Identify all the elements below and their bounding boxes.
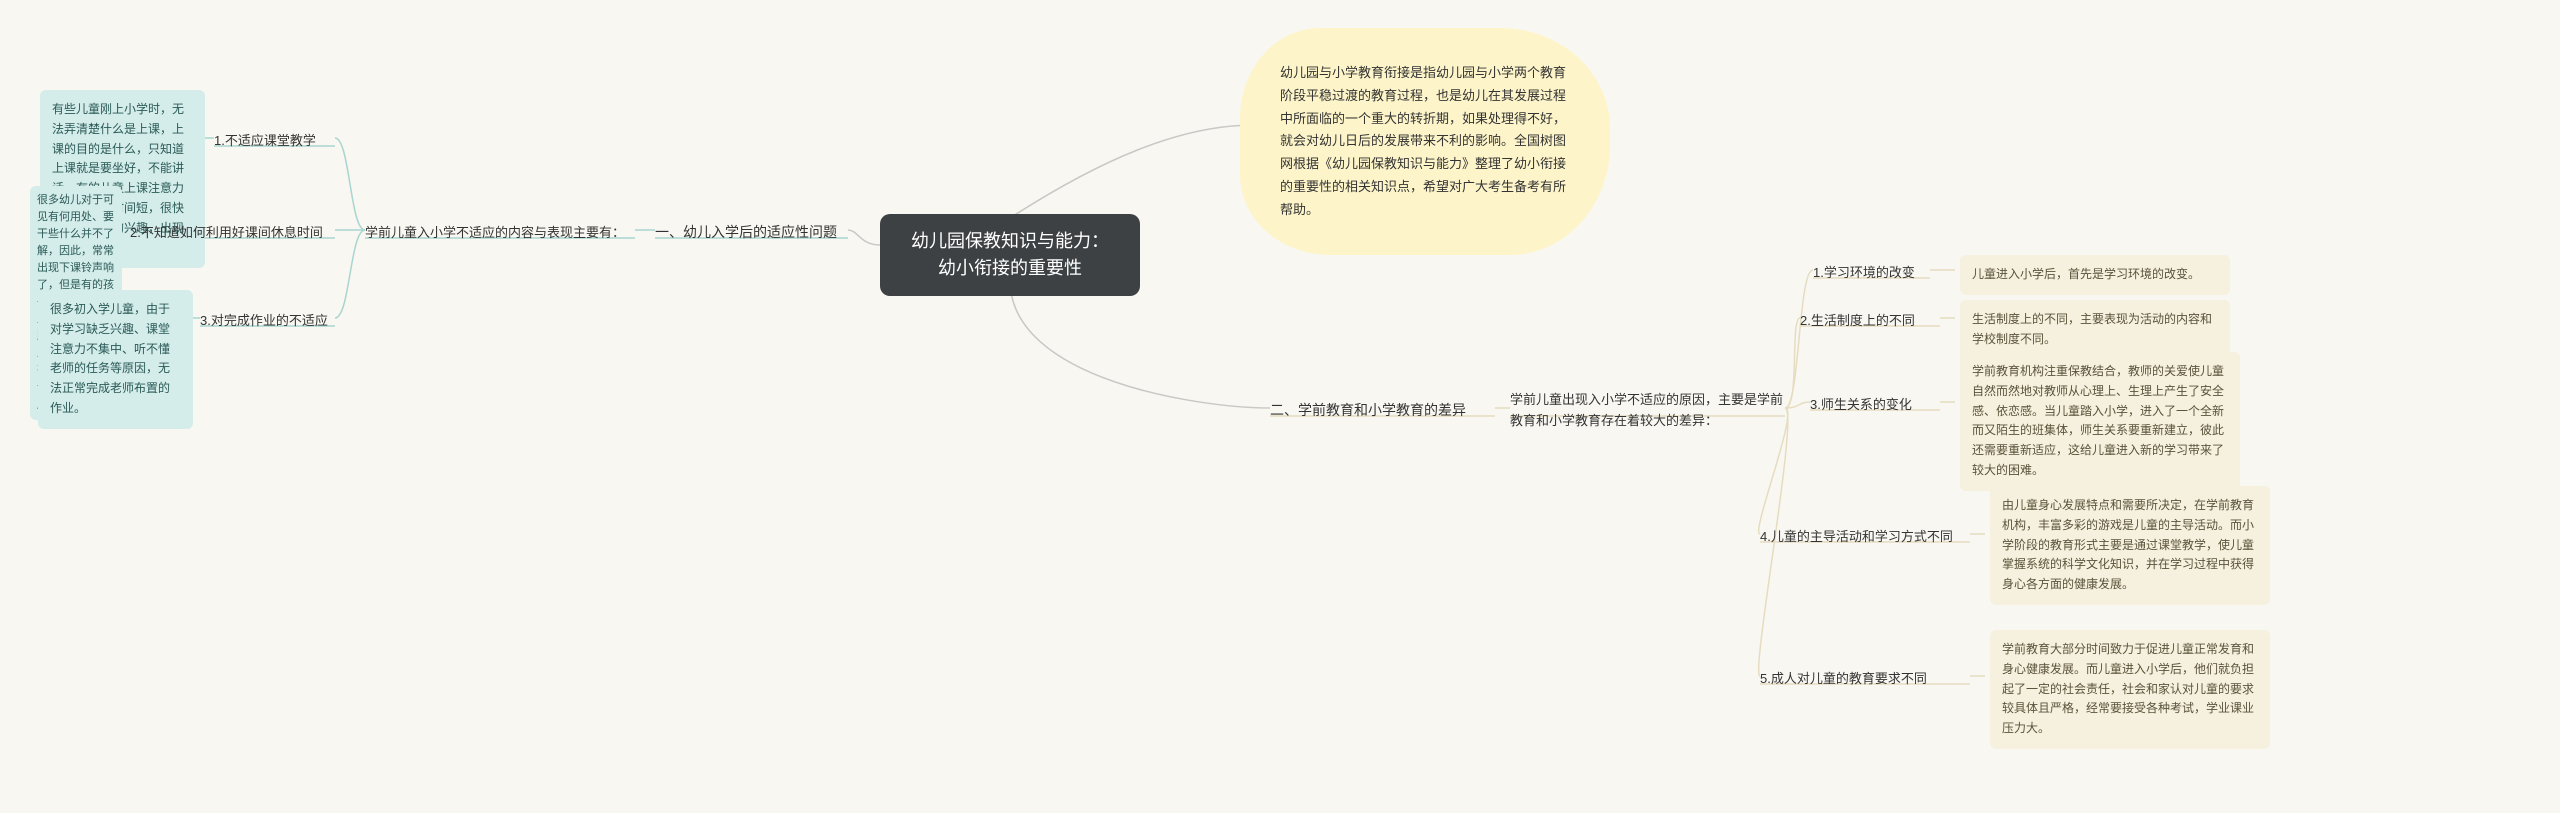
b2-item2-desc: 生活制度上的不同，主要表现为活动的内容和学校制度不同。 bbox=[1960, 300, 2230, 360]
b1-item2-label: 2.不知道如何利用好课间休息时间 bbox=[130, 222, 323, 241]
b2-item3-desc: 学前教育机构注重保教结合，教师的关爱使儿童自然而然地对教师从心理上、生理上产生了… bbox=[1960, 352, 2240, 491]
branch1-sub: 学前儿童入小学不适应的内容与表现主要有： bbox=[365, 222, 625, 241]
branch2-title: 二、学前教育和小学教育的差异 bbox=[1270, 400, 1466, 420]
b1-item3-label: 3.对完成作业的不适应 bbox=[200, 310, 328, 329]
root-line2: 幼小衔接的重要性 bbox=[938, 258, 1082, 278]
b2-item5-desc: 学前教育大部分时间致力于促进儿童正常发育和身心健康发展。而儿童进入小学后，他们就… bbox=[1990, 630, 2270, 749]
b1-item1-label: 1.不适应课堂教学 bbox=[214, 130, 316, 149]
b2-item3-label: 3.师生关系的变化 bbox=[1810, 394, 1912, 413]
intro-text: 幼儿园与小学教育衔接是指幼儿园与小学两个教育阶段平稳过渡的教育过程，也是幼儿在其… bbox=[1280, 65, 1566, 217]
b1-item3-desc: 很多初入学儿童，由于对学习缺乏兴趣、课堂注意力不集中、听不懂老师的任务等原因，无… bbox=[38, 290, 193, 429]
b2-item1-desc: 儿童进入小学后，首先是学习环境的改变。 bbox=[1960, 255, 2230, 295]
b2-item1-label: 1.学习环境的改变 bbox=[1813, 262, 1915, 281]
b2-item5-label: 5.成人对儿童的教育要求不同 bbox=[1760, 668, 1927, 687]
intro-blob: 幼儿园与小学教育衔接是指幼儿园与小学两个教育阶段平稳过渡的教育过程，也是幼儿在其… bbox=[1240, 28, 1610, 255]
b2-item2-label: 2.生活制度上的不同 bbox=[1800, 310, 1915, 329]
branch1-title: 一、幼儿入学后的适应性问题 bbox=[655, 222, 837, 242]
b2-item4-desc: 由儿童身心发展特点和需要所决定，在学前教育机构，丰富多彩的游戏是儿童的主导活动。… bbox=[1990, 486, 2270, 605]
root-node: 幼儿园保教知识与能力： 幼小衔接的重要性 bbox=[880, 214, 1140, 296]
root-line1: 幼儿园保教知识与能力： bbox=[911, 231, 1109, 251]
b2-item4-label: 4.儿童的主导活动和学习方式不同 bbox=[1760, 526, 1953, 545]
branch2-sub: 学前儿童出现入小学不适应的原因，主要是学前教育和小学教育存在着较大的差异： bbox=[1510, 390, 1790, 432]
